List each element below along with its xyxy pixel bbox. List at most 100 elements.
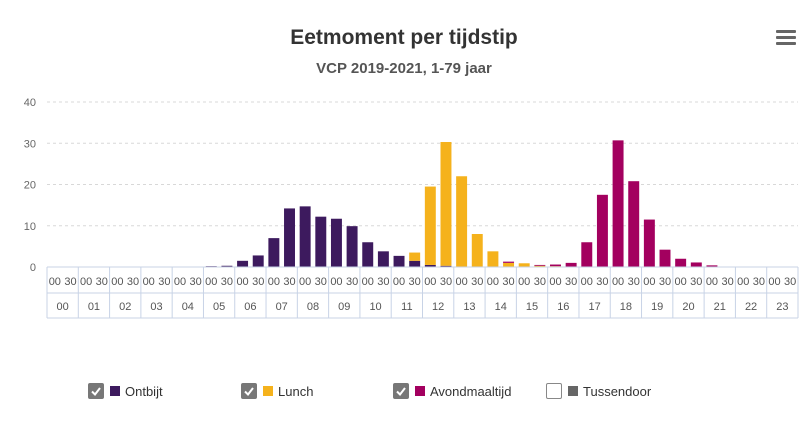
bar-ontbijt-14[interactable] (268, 238, 280, 267)
bars (205, 140, 718, 267)
x-tick-minute: 30 (377, 276, 389, 288)
hamburger-menu-icon[interactable] (776, 30, 796, 46)
bar-lunch-30[interactable] (518, 263, 530, 267)
bar-avondmaaltijd-34[interactable] (581, 242, 593, 267)
x-tick-hour: 09 (338, 301, 350, 313)
x-tick-minute: 00 (768, 276, 780, 288)
bar-lunch-25[interactable] (440, 142, 452, 266)
checkbox-checked-icon[interactable] (241, 383, 257, 399)
bar-ontbijt-17[interactable] (315, 216, 327, 267)
x-tick-minute: 00 (174, 276, 186, 288)
x-tick-minute: 30 (409, 276, 421, 288)
bar-ontbijt-20[interactable] (362, 242, 374, 267)
bar-lunch-26[interactable] (456, 176, 468, 267)
bar-avondmaaltijd-32[interactable] (550, 264, 561, 267)
bar-ontbijt-16[interactable] (299, 206, 311, 267)
bar-avondmaaltijd-33[interactable] (565, 262, 577, 267)
bar-ontbijt-21[interactable] (377, 251, 389, 267)
bar-ontbijt-24[interactable] (424, 264, 436, 267)
x-tick-hour: 05 (213, 301, 225, 313)
bar-lunch-24[interactable] (424, 186, 436, 265)
x-tick-hour: 04 (182, 301, 194, 313)
x-tick-minute: 30 (628, 276, 640, 288)
x-tick-minute: 30 (471, 276, 483, 288)
checkbox-unchecked-icon[interactable] (546, 383, 562, 399)
x-tick-minute: 00 (268, 276, 280, 288)
y-axis: 0 10 20 30 40 (24, 97, 36, 274)
bar-avondmaaltijd-36[interactable] (612, 140, 624, 267)
legend-label: Lunch (278, 383, 314, 399)
bar-lunch-29[interactable] (503, 262, 515, 267)
bar-ontbijt-18[interactable] (330, 218, 342, 267)
x-tick-minute: 00 (675, 276, 687, 288)
x-tick-minute: 30 (659, 276, 671, 288)
legend-swatch (415, 386, 425, 396)
bar-avondmaaltijd-35[interactable] (596, 194, 608, 267)
bar-avondmaaltijd-29[interactable] (503, 261, 515, 263)
x-tick-minute: 00 (424, 276, 436, 288)
legend-item-lunch[interactable]: Lunch (241, 380, 313, 402)
x-tick-hour: 00 (57, 301, 69, 313)
legend-item-tussendoor[interactable]: Tussendoor (546, 380, 651, 402)
x-tick-minute: 00 (236, 276, 248, 288)
x-tick-minute: 00 (393, 276, 405, 288)
bar-lunch-27[interactable] (471, 234, 483, 267)
legend-swatch (568, 386, 578, 396)
legend-item-ontbijt[interactable]: Ontbijt (88, 380, 163, 402)
x-tick-hour: 17 (588, 301, 600, 313)
bar-ontbijt-23[interactable] (409, 260, 421, 267)
bar-ontbijt-19[interactable] (346, 226, 358, 267)
x-tick-minute: 30 (221, 276, 233, 288)
bar-avondmaaltijd-40[interactable] (675, 258, 687, 267)
legend-swatch (110, 386, 120, 396)
bar-ontbijt-11[interactable] (221, 265, 233, 267)
x-tick-minute: 00 (205, 276, 217, 288)
x-tick-hour: 12 (432, 301, 444, 313)
checkbox-checked-icon[interactable] (393, 383, 409, 399)
legend-label: Ontbijt (125, 383, 163, 399)
x-tick-hour: 13 (463, 301, 475, 313)
x-tick-minute: 30 (190, 276, 202, 288)
bar-lunch-28[interactable] (487, 251, 499, 267)
x-tick-hour: 14 (495, 301, 507, 313)
bar-avondmaaltijd-42[interactable] (706, 265, 718, 267)
bar-avondmaaltijd-31[interactable] (534, 264, 546, 266)
x-tick-hour: 08 (307, 301, 319, 313)
bar-ontbijt-13[interactable] (252, 255, 264, 267)
bar-ontbijt-25[interactable] (440, 265, 452, 267)
bar-lunch-31[interactable] (534, 265, 546, 267)
x-tick-hour: 11 (401, 301, 412, 313)
x-tick-hour: 07 (276, 301, 288, 313)
x-tick-minute: 00 (49, 276, 61, 288)
x-tick-minute: 00 (549, 276, 561, 288)
x-tick-minute: 00 (330, 276, 342, 288)
bar-lunch-23[interactable] (409, 252, 421, 261)
x-tick-minute: 30 (127, 276, 139, 288)
x-tick-minute: 00 (518, 276, 530, 288)
y-tick-label: 0 (30, 262, 36, 274)
x-tick-minute: 30 (346, 276, 358, 288)
legend: Ontbijt Lunch Avondmaaltijd Tussendoor (0, 380, 808, 404)
bar-avondmaaltijd-39[interactable] (659, 249, 671, 267)
x-tick-minute: 00 (487, 276, 499, 288)
x-tick-hour: 06 (244, 301, 256, 313)
legend-item-avondmaaltijd[interactable]: Avondmaaltijd (393, 380, 511, 402)
y-tick-label: 10 (24, 221, 36, 233)
bar-avondmaaltijd-41[interactable] (690, 262, 702, 267)
legend-swatch (263, 386, 273, 396)
x-tick-minute: 30 (440, 276, 452, 288)
x-tick-minute: 00 (143, 276, 155, 288)
bar-ontbijt-15[interactable] (284, 208, 295, 267)
bar-avondmaaltijd-37[interactable] (628, 181, 640, 267)
checkbox-checked-icon[interactable] (88, 383, 104, 399)
bar-avondmaaltijd-38[interactable] (643, 219, 655, 267)
bar-ontbijt-12[interactable] (237, 260, 249, 267)
bar-ontbijt-22[interactable] (393, 255, 405, 267)
x-tick-minute: 00 (737, 276, 749, 288)
x-axis: 00 30 00 30 00 30 00 30 00 30 00 30 00 30 00 30 00 30 00 30… (46, 266, 799, 319)
x-tick-minute: 30 (596, 276, 608, 288)
x-tick-minute: 30 (690, 276, 702, 288)
x-tick-minute: 30 (283, 276, 295, 288)
legend-label: Avondmaaltijd (430, 383, 512, 399)
